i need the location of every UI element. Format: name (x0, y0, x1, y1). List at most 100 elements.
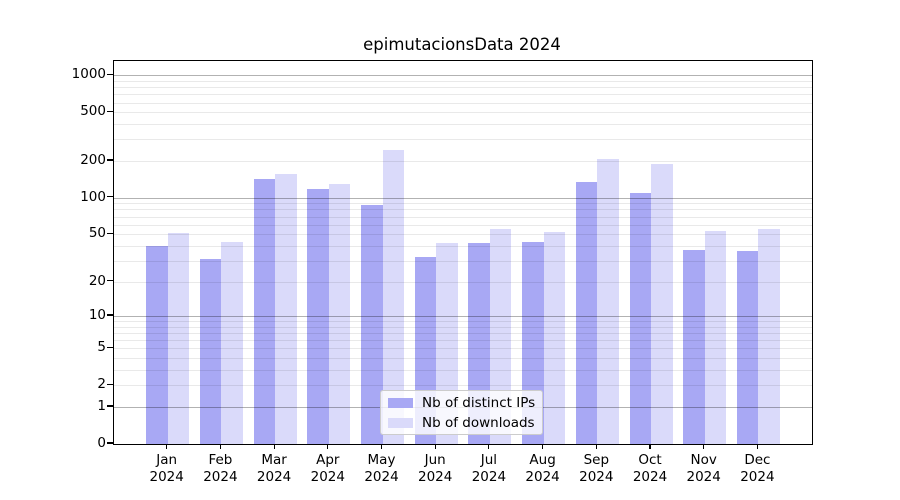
x-tick-label-month: Feb (208, 452, 233, 468)
bar-downloads-sep (597, 158, 619, 444)
y-tick-label-1: 1 (97, 398, 106, 414)
y-tick-mark-20 (107, 279, 113, 282)
y-tick-mark-50 (107, 232, 113, 234)
y-gridline-minor-90 (114, 203, 812, 205)
x-tick-label-nov: Nov 2024 (672, 452, 736, 485)
x-tick-label-month: Jun (424, 452, 446, 468)
bar-downloads-oct (651, 163, 673, 444)
x-tick-mark-aug (542, 444, 544, 449)
x-tick-label-mar: Mar 2024 (242, 452, 306, 485)
chart-title: epimutacionsData 2024 (363, 35, 561, 54)
y-gridline-minor-200 (114, 160, 812, 162)
y-tick-mark-10 (107, 314, 113, 316)
x-tick-label-year: 2024 (364, 468, 399, 485)
y-tick-label-1000: 1000 (71, 66, 106, 83)
legend-swatch-downloads (388, 417, 413, 428)
x-tick-label-month: Mar (261, 452, 287, 468)
x-tick-label-month: Apr (316, 452, 340, 468)
x-tick-label-month: Sep (583, 452, 610, 468)
y-tick-label-20: 20 (88, 272, 106, 289)
bar-downloads-dec (758, 229, 780, 444)
x-tick-mark-nov (703, 444, 705, 449)
x-tick-label-month: Jan (156, 452, 178, 468)
x-tick-label-month: Aug (529, 452, 556, 468)
y-tick-mark-2 (107, 383, 113, 385)
x-tick-mark-jul (488, 444, 490, 449)
y-gridline-minor-500 (114, 112, 812, 114)
x-tick-label-year: 2024 (579, 468, 614, 485)
legend-item-distinct-ips: Nb of distinct IPs (388, 393, 542, 412)
x-tick-label-jun: Jun 2024 (403, 452, 467, 485)
x-tick-label-apr: Apr 2024 (296, 452, 360, 485)
y-gridline-minor-400 (114, 124, 812, 126)
x-tick-label-year: 2024 (525, 468, 560, 485)
x-tick-label-month: Oct (638, 452, 662, 468)
x-tick-label-month: Dec (744, 452, 771, 468)
bar-distinct-ips-sep (575, 182, 598, 444)
x-tick-label-jan: Jan 2024 (135, 452, 199, 485)
y-gridline-minor-40 (114, 245, 812, 247)
x-tick-mark-dec (756, 444, 758, 449)
bar-distinct-ips-nov (683, 249, 705, 444)
y-gridline-minor-50 (114, 234, 812, 236)
y-tick-label-100: 100 (80, 188, 106, 205)
x-tick-label-year: 2024 (203, 468, 238, 485)
y-tick-label-5: 5 (97, 339, 106, 356)
x-tick-label-feb: Feb 2024 (188, 452, 252, 485)
x-tick-label-aug: Aug 2024 (511, 452, 575, 485)
x-tick-label-month: May (367, 452, 396, 468)
bar-distinct-ips-mar (253, 179, 276, 444)
bar-downloads-mar (275, 174, 297, 444)
bar-downloads-jan (167, 233, 190, 444)
bar-distinct-ips-may (361, 205, 383, 444)
plot-area (113, 60, 813, 445)
bar-distinct-ips-apr (307, 188, 329, 444)
y-gridline-minor-4 (114, 358, 812, 360)
y-tick-mark-0 (107, 442, 113, 444)
y-gridline-minor-60 (114, 224, 812, 226)
bar-distinct-ips-oct (629, 193, 651, 444)
y-tick-mark-200 (107, 159, 113, 161)
legend-item-downloads: Nb of downloads (388, 413, 542, 432)
bar-downloads-may (382, 149, 404, 444)
x-tick-label-year: 2024 (632, 468, 668, 485)
bar-downloads-feb (221, 242, 243, 444)
x-tick-label-year: 2024 (740, 468, 775, 485)
x-tick-label-oct: Oct 2024 (618, 452, 682, 485)
y-gridline-minor-700 (114, 94, 812, 96)
y-tick-label-2: 2 (97, 376, 106, 393)
y-gridline-minor-300 (114, 139, 812, 141)
x-tick-label-year: 2024 (256, 468, 292, 485)
x-tick-mark-feb (219, 444, 221, 449)
x-tick-label-year: 2024 (471, 468, 507, 485)
y-tick-label-200: 200 (80, 151, 106, 168)
y-gridline-minor-20 (114, 281, 812, 283)
y-gridline-minor-80 (114, 209, 812, 211)
y-tick-mark-500 (107, 110, 113, 112)
y-gridline-minor-3 (114, 370, 812, 372)
y-gridline-minor-7 (114, 333, 812, 335)
x-tick-label-may: May 2024 (350, 452, 414, 485)
x-tick-mark-apr (327, 444, 329, 449)
y-tick-label-0: 0 (97, 435, 106, 451)
y-gridline-minor-5 (114, 348, 812, 350)
y-tick-mark-100 (107, 196, 113, 198)
x-tick-mark-jun (434, 444, 436, 449)
legend-label-distinct-ips: Nb of distinct IPs (422, 394, 536, 411)
y-gridline-minor-9 (114, 321, 812, 323)
bar-distinct-ips-jan (146, 245, 168, 444)
y-gridline-major-1000 (114, 75, 812, 77)
legend-label-downloads: Nb of downloads (422, 414, 535, 431)
x-tick-label-year: 2024 (686, 468, 721, 485)
y-gridline-minor-900 (114, 80, 812, 82)
legend: Nb of distinct IPs Nb of downloads (380, 390, 543, 435)
x-tick-label-year: 2024 (149, 468, 184, 485)
y-gridline-major-100 (114, 197, 812, 199)
bar-downloads-apr (328, 183, 351, 444)
y-gridline-minor-30 (114, 260, 812, 262)
legend-swatch-distinct-ips (388, 397, 413, 408)
x-tick-mark-mar (273, 444, 275, 449)
y-tick-mark-1000 (107, 73, 113, 75)
bar-downloads-nov (704, 231, 727, 444)
